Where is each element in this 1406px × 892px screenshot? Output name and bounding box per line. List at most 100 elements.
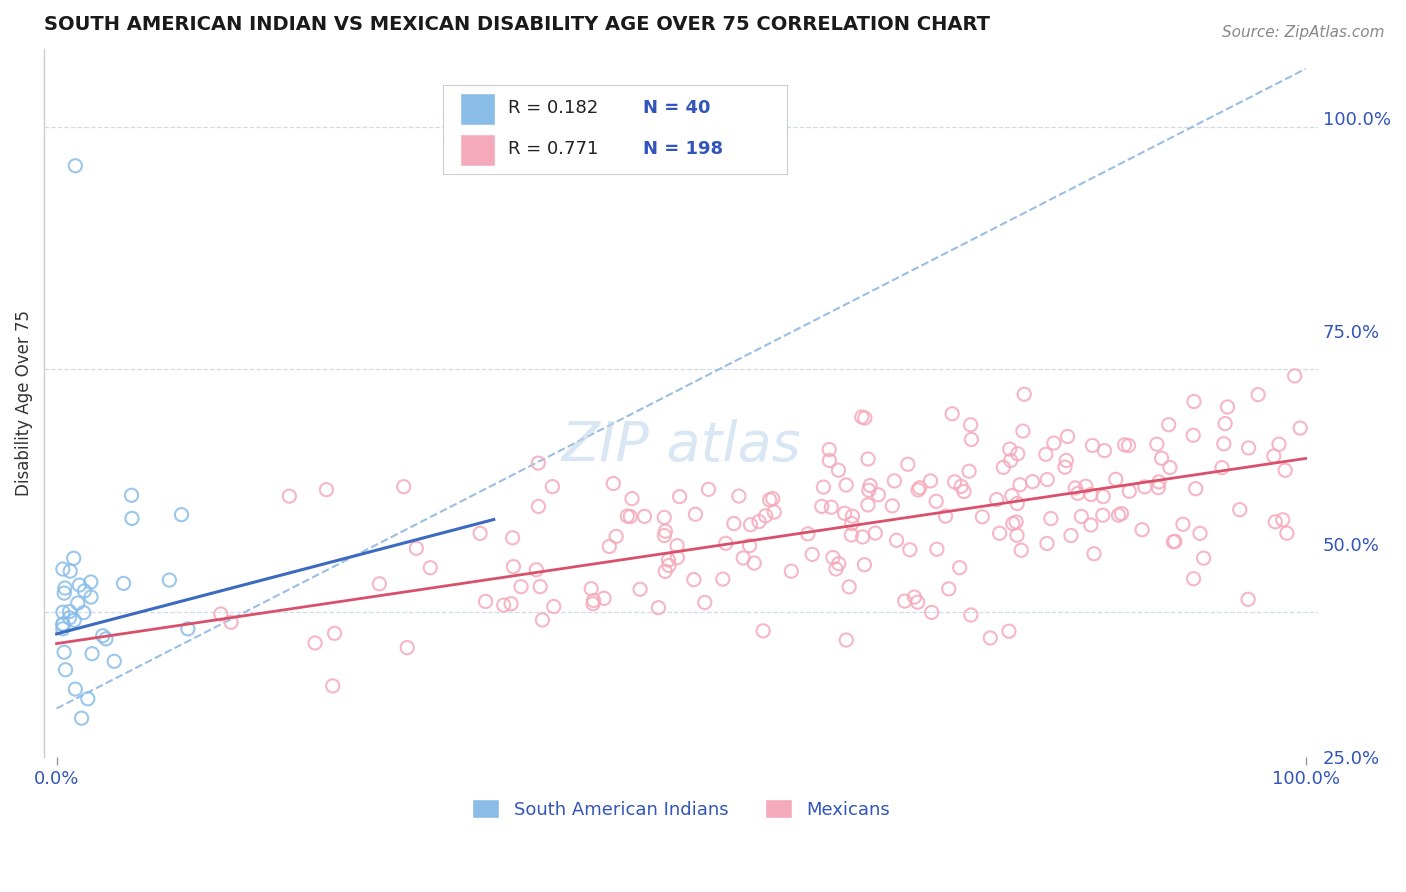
Point [813, 480, 835, 494]
Point [1080, 487, 1102, 501]
Point [52, 562, 75, 576]
Point [598, 540, 620, 554]
Point [1039, 511, 1062, 525]
Point [959, 417, 981, 432]
Point [886, 533, 908, 548]
Bar [460, 93, 495, 125]
Point [838, 580, 860, 594]
Point [742, 556, 765, 570]
Point [979, 631, 1001, 645]
Point [851, 409, 873, 424]
Point [1171, 517, 1194, 532]
Point [65, 159, 87, 173]
Point [392, 480, 415, 494]
Point [1212, 437, 1234, 451]
Point [740, 517, 762, 532]
Point [53, 586, 76, 600]
Point [1070, 509, 1092, 524]
Point [278, 489, 301, 503]
Point [1182, 394, 1205, 409]
Point [907, 483, 929, 497]
Point [80, 574, 103, 589]
Point [502, 531, 524, 545]
Point [654, 565, 676, 579]
Point [593, 591, 616, 606]
Point [53, 581, 76, 595]
Point [510, 580, 533, 594]
Text: R = 0.182: R = 0.182 [509, 99, 599, 118]
Point [1213, 417, 1236, 431]
Point [666, 550, 689, 565]
Point [52, 617, 75, 632]
Point [527, 500, 550, 514]
Point [685, 508, 707, 522]
Point [70, 711, 93, 725]
Legend: South American Indians, Mexicans: South American Indians, Mexicans [465, 792, 897, 826]
Point [62, 551, 84, 566]
Point [841, 509, 863, 524]
Point [810, 500, 832, 514]
Point [1092, 490, 1115, 504]
Point [112, 576, 135, 591]
Point [898, 542, 921, 557]
Point [1164, 534, 1187, 549]
Point [1133, 480, 1156, 494]
Point [988, 526, 1011, 541]
Point [935, 509, 957, 524]
Point [1021, 475, 1043, 489]
Point [853, 411, 876, 425]
Point [524, 563, 547, 577]
Point [1229, 502, 1251, 516]
Point [957, 464, 980, 478]
Point [986, 492, 1008, 507]
Point [920, 474, 942, 488]
Point [818, 453, 841, 467]
Point [582, 597, 605, 611]
Point [83, 828, 105, 842]
Point [1159, 460, 1181, 475]
Point [748, 515, 770, 529]
Point [1080, 518, 1102, 533]
Point [94, 632, 117, 646]
Point [323, 626, 346, 640]
Point [953, 484, 976, 499]
Point [907, 595, 929, 609]
Point [468, 526, 491, 541]
Point [1275, 526, 1298, 541]
Point [841, 516, 863, 531]
Point [628, 582, 651, 597]
Point [960, 607, 983, 622]
Point [1182, 428, 1205, 442]
Point [1008, 477, 1031, 491]
Point [1184, 482, 1206, 496]
Point [58, 605, 80, 619]
Point [1268, 437, 1291, 451]
Point [474, 594, 496, 608]
Point [839, 528, 862, 542]
Point [780, 564, 803, 578]
Point [616, 509, 638, 524]
Point [1274, 463, 1296, 477]
Point [925, 494, 948, 508]
Point [1111, 507, 1133, 521]
Point [697, 483, 720, 497]
Point [1005, 528, 1028, 542]
Point [903, 590, 925, 604]
Point [1000, 453, 1022, 467]
Point [820, 500, 842, 515]
Point [621, 491, 644, 506]
Point [797, 527, 820, 541]
Point [897, 457, 920, 471]
Point [821, 550, 844, 565]
Point [652, 510, 675, 524]
Point [579, 582, 602, 596]
Point [727, 489, 749, 503]
Point [1060, 528, 1083, 542]
Point [654, 524, 676, 539]
Point [209, 607, 232, 621]
Point [492, 598, 515, 612]
Point [733, 551, 755, 566]
Point [1247, 387, 1270, 401]
Point [1091, 508, 1114, 523]
Point [121, 488, 143, 502]
